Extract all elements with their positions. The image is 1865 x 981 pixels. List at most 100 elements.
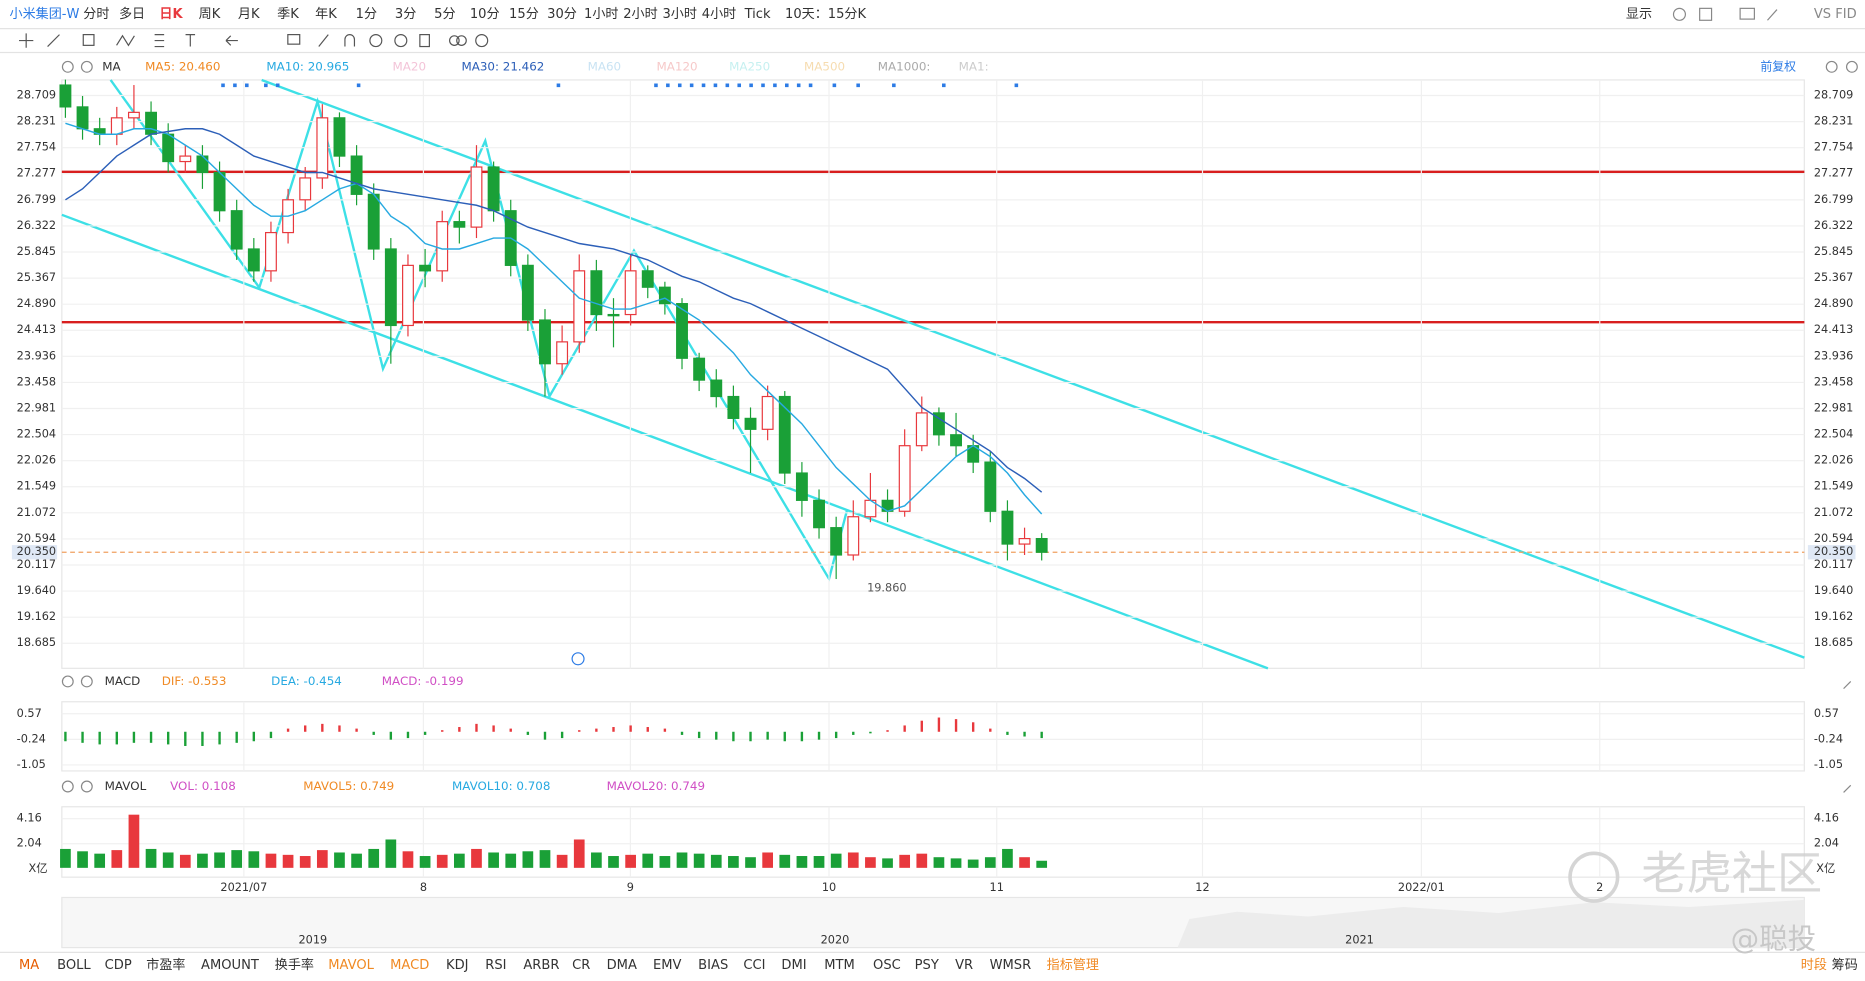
period-tab[interactable]: 15分 xyxy=(509,6,539,22)
compare[interactable]: VS FID xyxy=(1814,7,1857,22)
indicator-tab[interactable]: CDP xyxy=(105,958,132,973)
y-tick-label: 28.709 xyxy=(1814,88,1853,101)
indicator-tab[interactable]: MA xyxy=(19,958,39,973)
bar xyxy=(162,852,174,868)
indicator-tab[interactable]: PSY xyxy=(915,958,940,973)
pane-icon[interactable] xyxy=(1845,60,1858,73)
period-tab[interactable]: 4小时 xyxy=(702,6,736,22)
indicator-tab[interactable]: MAVOL xyxy=(328,958,374,973)
indicator-tab[interactable]: KDJ xyxy=(446,958,468,973)
bar xyxy=(441,730,444,732)
tool-icon[interactable] xyxy=(369,34,383,48)
bar xyxy=(132,731,136,743)
indicator-tab[interactable]: CCI xyxy=(743,958,765,973)
y-tick-label: 23.936 xyxy=(17,349,56,362)
bar xyxy=(984,857,996,868)
period-tab[interactable]: 2小时 xyxy=(623,6,657,22)
indicator-tab[interactable]: 换手率 xyxy=(275,956,314,973)
tool-icon[interactable] xyxy=(419,34,430,48)
tool-icon[interactable] xyxy=(82,34,95,46)
ma-label: MA250 xyxy=(729,59,770,73)
tool-icon[interactable] xyxy=(344,34,356,47)
period-tab[interactable]: 30分 xyxy=(547,6,577,22)
period-tab[interactable]: 多日 xyxy=(119,5,145,22)
settings-icon[interactable] xyxy=(1672,7,1686,21)
mavol-label: MAVOL xyxy=(105,779,147,793)
camera-icon[interactable] xyxy=(1739,7,1755,20)
bar xyxy=(488,852,499,868)
close-icon[interactable] xyxy=(80,60,93,73)
indicator-tab[interactable]: AMOUNT xyxy=(201,958,260,973)
period-tab[interactable]: 10天：15分K xyxy=(785,6,866,22)
close-icon[interactable] xyxy=(80,675,93,688)
tool-icon[interactable] xyxy=(185,34,196,47)
pane-icon[interactable] xyxy=(1825,60,1838,73)
tool-icon[interactable] xyxy=(116,34,135,47)
event-icon[interactable] xyxy=(571,652,585,666)
x-tick-label: 12 xyxy=(1195,881,1209,894)
expand-icon[interactable] xyxy=(1843,681,1852,793)
close-icon[interactable] xyxy=(80,780,93,793)
indicator-tab[interactable]: EMV xyxy=(653,958,682,973)
tool-icon[interactable] xyxy=(287,34,301,45)
bar xyxy=(813,856,825,868)
indicator-tab[interactable]: VR xyxy=(955,958,973,973)
layout-icon[interactable] xyxy=(1699,7,1713,21)
side-tab[interactable]: 时段 xyxy=(1801,957,1827,973)
tool-icon[interactable] xyxy=(449,35,460,46)
indicator-tab[interactable]: MTM xyxy=(824,958,855,973)
tool-icon[interactable] xyxy=(225,35,238,46)
tool-icon[interactable] xyxy=(475,34,489,48)
indicator-tab[interactable]: DMI xyxy=(781,958,806,973)
period-tab[interactable]: 3分 xyxy=(395,6,416,22)
indicator-tab[interactable]: OSC xyxy=(873,958,901,973)
period-tab[interactable]: 季K xyxy=(277,6,299,22)
indicator-tab[interactable]: CR xyxy=(572,958,590,973)
pen-icon[interactable] xyxy=(1767,9,1778,21)
period-tab[interactable]: 3小时 xyxy=(663,6,697,22)
bar xyxy=(937,717,941,732)
indicator-tab[interactable]: WMSR xyxy=(990,958,1032,973)
tool-icon[interactable] xyxy=(394,34,408,48)
period-tab[interactable]: 1小时 xyxy=(584,6,618,22)
settings-icon[interactable] xyxy=(61,675,74,688)
y-tick-label: -0.24 xyxy=(1814,732,1843,745)
tool-icon[interactable] xyxy=(19,33,34,48)
y-tick-label: 25.845 xyxy=(1814,245,1853,258)
indicator-tab[interactable]: BIAS xyxy=(698,958,728,973)
period-tab[interactable]: 10分 xyxy=(470,6,500,22)
tool-icon[interactable] xyxy=(154,34,165,48)
bar xyxy=(1040,731,1043,739)
period-tab[interactable]: 周K xyxy=(199,7,221,22)
bar xyxy=(916,853,928,868)
indicator-tab[interactable]: 市盈率 xyxy=(146,956,185,973)
period-tab[interactable]: 5分 xyxy=(434,6,455,22)
settings-icon[interactable] xyxy=(61,60,74,73)
indicator-tab[interactable]: RSI xyxy=(485,958,506,973)
side-tab[interactable]: 筹码 xyxy=(1832,956,1858,973)
tool-icon[interactable] xyxy=(47,34,60,47)
period-tab[interactable]: 年K xyxy=(315,6,337,22)
period-tab[interactable]: Tick xyxy=(744,7,771,22)
indicator-tab[interactable]: DMA xyxy=(607,958,637,973)
indicator-tab[interactable]: 指标管理 xyxy=(1047,957,1099,973)
tool-icon[interactable] xyxy=(456,35,467,46)
indicator-tab[interactable]: ARBR xyxy=(523,958,559,973)
period-tab[interactable]: 1分 xyxy=(356,6,377,22)
pane-icons[interactable] xyxy=(61,7,1858,793)
period-tab[interactable]: 分时 xyxy=(83,6,109,22)
display-menu[interactable]: 显示 xyxy=(1626,7,1652,22)
settings-icon[interactable] xyxy=(61,780,74,793)
symbol[interactable]: 小米集团-W xyxy=(10,6,80,22)
candle-body xyxy=(573,270,586,343)
drawing-tools[interactable] xyxy=(19,33,489,48)
period-tab[interactable]: 月K xyxy=(238,7,260,22)
tool-icon[interactable] xyxy=(318,34,329,47)
ma-label: MA xyxy=(102,59,121,73)
indicator-tab[interactable]: BOLL xyxy=(57,958,91,973)
indicator-tab[interactable]: MACD xyxy=(390,958,429,973)
candle-body xyxy=(1001,510,1014,545)
period-tab[interactable]: 日K xyxy=(159,6,183,22)
adjust-mode[interactable]: 前复权 xyxy=(1760,59,1796,73)
bar xyxy=(351,853,362,868)
